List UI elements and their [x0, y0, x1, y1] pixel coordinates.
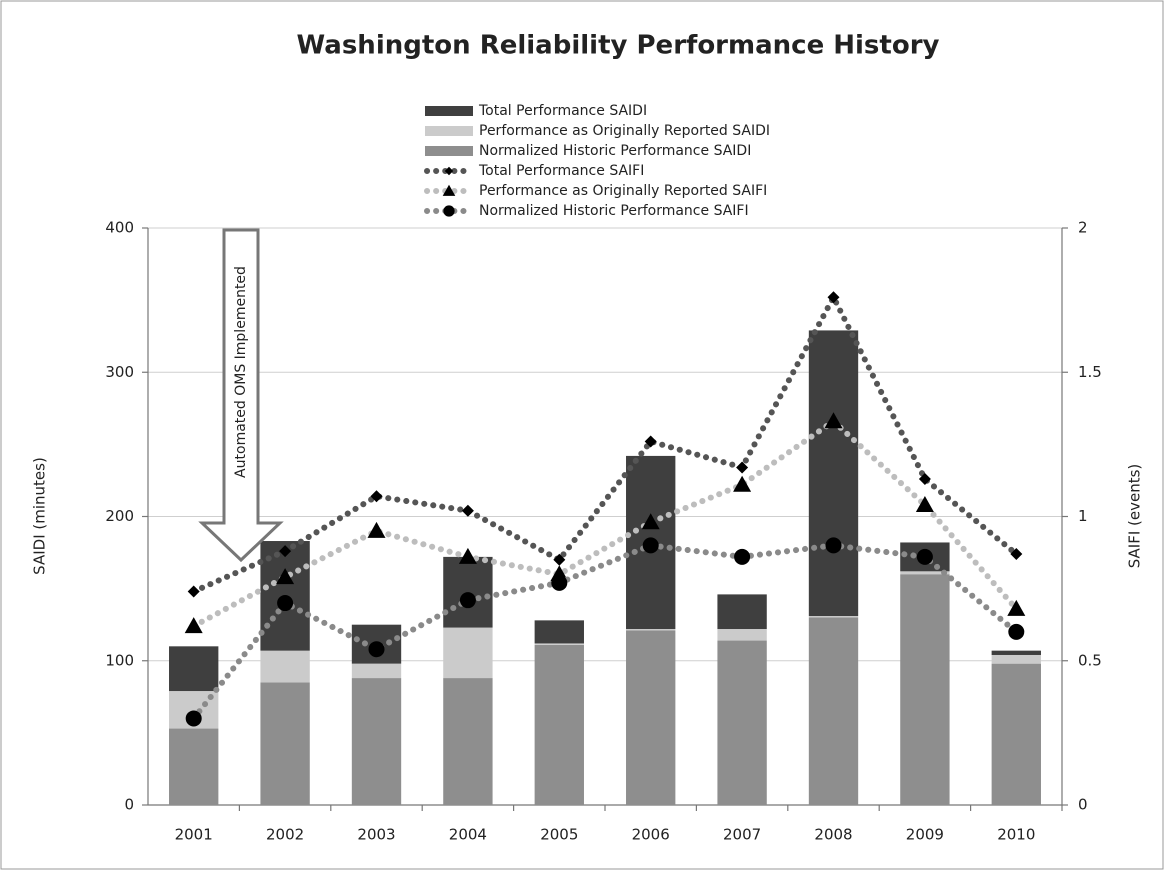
- marker: [827, 291, 840, 304]
- x-tick-label: 2005: [540, 826, 578, 844]
- marker: [641, 513, 660, 530]
- marker: [915, 495, 934, 512]
- y2-tick-label: 1: [1078, 507, 1088, 525]
- marker: [553, 553, 566, 566]
- marker: [459, 592, 476, 609]
- y-tick-label: 0: [124, 796, 134, 814]
- x-tick-label: 2006: [632, 826, 670, 844]
- bar-segment: [260, 650, 310, 683]
- marker: [277, 595, 294, 612]
- marker: [1008, 623, 1025, 640]
- y-tick-label: 200: [105, 507, 134, 525]
- bar-segment: [169, 728, 219, 805]
- marker: [276, 568, 295, 585]
- bar-segment: [900, 574, 950, 805]
- bar-segment: [991, 650, 1041, 655]
- line: [190, 542, 1020, 722]
- legend-label: Performance as Originally Reported SAIDI: [479, 123, 770, 139]
- y2-axis-label: SAIFI (events): [1126, 464, 1144, 569]
- marker: [1007, 599, 1026, 616]
- legend-swatch: [425, 126, 473, 136]
- y-axis-label: SAIDI (minutes): [31, 457, 49, 575]
- marker: [642, 537, 659, 554]
- x-tick-label: 2009: [906, 826, 944, 844]
- x-tick-label: 2002: [266, 826, 304, 844]
- marker: [368, 641, 385, 658]
- bar-segment: [534, 643, 584, 645]
- marker: [458, 547, 477, 564]
- bar-segment: [443, 678, 493, 805]
- bar-segment: [351, 663, 402, 679]
- marker: [644, 435, 657, 448]
- bar-segment: [991, 654, 1041, 664]
- marker: [918, 472, 931, 485]
- bar-segment: [717, 594, 767, 630]
- y-tick-label: 100: [105, 651, 134, 669]
- marker: [367, 521, 386, 538]
- marker: [1010, 548, 1023, 561]
- bar-segment: [169, 646, 219, 692]
- marker: [187, 585, 200, 598]
- marker: [185, 710, 202, 727]
- bar-segment: [717, 640, 767, 805]
- bar-segment: [443, 627, 493, 679]
- legend-label: Normalized Historic Performance SAIDI: [479, 143, 751, 159]
- bar-segment: [717, 629, 767, 641]
- y2-tick-label: 1.5: [1078, 363, 1102, 381]
- legend-swatch: [425, 106, 473, 116]
- y-tick-label: 400: [105, 219, 134, 237]
- bar-segment: [991, 663, 1041, 805]
- bar-segment: [626, 629, 676, 631]
- chart-title: Washington Reliability Performance Histo…: [297, 31, 940, 61]
- legend-label: Total Performance SAIDI: [478, 103, 647, 119]
- annotation-text: Automated OMS Implemented: [233, 266, 249, 478]
- y-tick-label: 300: [105, 363, 134, 381]
- y2-tick-label: 2: [1078, 219, 1088, 237]
- bar-segment: [260, 682, 310, 805]
- bar-segment: [626, 630, 676, 805]
- legend-marker: [443, 205, 455, 217]
- line: [190, 417, 1020, 630]
- marker: [736, 461, 749, 474]
- x-tick-label: 2003: [357, 826, 395, 844]
- marker: [184, 617, 203, 634]
- marker: [461, 504, 474, 517]
- annotation-arrow: [198, 228, 284, 563]
- marker: [279, 545, 292, 558]
- bar-segment: [900, 571, 950, 575]
- bar-segment: [534, 620, 584, 644]
- bar-segment: [534, 644, 584, 805]
- marker: [825, 537, 842, 554]
- y2-tick-label: 0: [1078, 796, 1088, 814]
- legend-label: Normalized Historic Performance SAIFI: [479, 203, 749, 219]
- bar-segment: [808, 617, 859, 805]
- line: [190, 290, 1020, 595]
- x-tick-label: 2001: [175, 826, 213, 844]
- legend-marker: [442, 184, 456, 196]
- marker: [551, 574, 568, 591]
- bar-segment: [351, 678, 402, 805]
- x-tick-label: 2008: [814, 826, 852, 844]
- legend-label: Performance as Originally Reported SAIFI: [479, 183, 767, 199]
- x-tick-label: 2004: [449, 826, 487, 844]
- y2-tick-label: 0.5: [1078, 651, 1102, 669]
- marker: [734, 548, 751, 565]
- legend-label: Total Performance SAIFI: [478, 163, 644, 179]
- legend-swatch: [425, 146, 473, 156]
- marker: [916, 548, 933, 565]
- marker: [370, 490, 383, 503]
- x-tick-label: 2010: [997, 826, 1035, 844]
- marker: [733, 475, 752, 492]
- x-tick-label: 2007: [723, 826, 761, 844]
- bar-segment: [808, 616, 859, 618]
- marker: [824, 412, 843, 429]
- bar-segment: [808, 330, 859, 617]
